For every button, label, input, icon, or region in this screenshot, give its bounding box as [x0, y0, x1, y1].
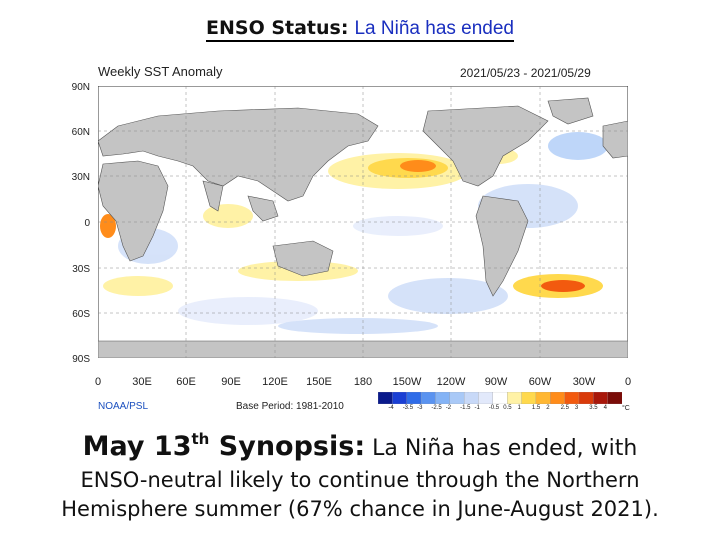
- sst-anomaly-figure: Weekly SST Anomaly 2021/05/23 - 2021/05/…: [42, 58, 654, 418]
- colorbar-swatch: [507, 392, 522, 404]
- lon-label: 30E: [132, 376, 152, 388]
- lon-label: 60W: [528, 376, 552, 388]
- grid-lines: [98, 86, 628, 358]
- colorbar-tick-label: 3.5: [589, 405, 598, 411]
- colorbar-tick-label: 4: [603, 405, 607, 411]
- lon-label: 150E: [306, 376, 332, 388]
- synopsis-label: Synopsis:: [209, 431, 366, 462]
- africa: [98, 160, 169, 262]
- colorbar-swatch: [420, 392, 436, 404]
- sst-map: [98, 86, 628, 358]
- lat-label: 30N: [71, 172, 90, 183]
- colorbar-unit: °C: [622, 405, 630, 412]
- colorbar-tick-label: -2: [445, 405, 452, 411]
- lat-label: 0: [84, 218, 90, 229]
- slide-title: ENSO Status: La Niña has ended: [0, 16, 720, 42]
- greenland: [547, 97, 594, 125]
- colorbar-swatch: [535, 392, 551, 404]
- synopsis-line-3: Hemisphere summer (67% chance in June-Au…: [61, 497, 659, 521]
- lon-label: 90W: [484, 376, 508, 388]
- map-date-range: 2021/05/23 - 2021/05/29: [460, 66, 591, 80]
- lat-label: 60N: [71, 127, 90, 138]
- synopsis: May 13th Synopsis: La Niña has ended, wi…: [0, 422, 720, 524]
- se-asia: [247, 195, 279, 222]
- synopsis-text-1: La Niña has ended, with: [365, 436, 638, 461]
- map-title: Weekly SST Anomaly: [98, 64, 223, 79]
- data-credit: NOAA/PSL: [98, 401, 149, 412]
- colorbar-tick-label: -0.5: [488, 405, 500, 411]
- colorbar-swatch: [564, 392, 580, 404]
- colorbar: [378, 392, 622, 404]
- synopsis-line-2: ENSO-neutral likely to continue through …: [80, 468, 640, 492]
- lon-label: 60E: [176, 376, 196, 388]
- colorbar-tick-label: -3: [417, 405, 423, 411]
- colorbar-tick-label: 2.5: [560, 405, 569, 411]
- lat-label: 30S: [72, 264, 90, 275]
- synopsis-date: May 13: [82, 431, 192, 462]
- australia: [272, 240, 334, 277]
- colorbar-tick-label: 1: [517, 405, 521, 411]
- colorbar-swatch: [449, 392, 465, 404]
- colorbar-swatch: [593, 392, 609, 404]
- colorbar-swatch: [392, 392, 408, 404]
- colorbar-swatch: [435, 392, 451, 404]
- base-period: Base Period: 1981-2010: [236, 401, 344, 412]
- north-america: [422, 105, 549, 187]
- colorbar-swatch: [478, 392, 494, 404]
- colorbar-swatch: [578, 392, 594, 404]
- colorbar-tick-label: -3.5: [402, 405, 414, 411]
- colorbar-swatch: [521, 392, 537, 404]
- colorbar-swatch: [492, 392, 508, 404]
- colorbar-tick-label: -1: [474, 405, 480, 411]
- synopsis-line-1: May 13th Synopsis: La Niña has ended, wi…: [0, 422, 720, 466]
- lon-label: 0: [624, 376, 632, 388]
- colorbar-swatch: [378, 392, 393, 404]
- lon-label: 120W: [436, 376, 466, 388]
- lon-label: 0: [94, 376, 102, 388]
- colorbar-tick-label: 0.5: [503, 405, 512, 411]
- lat-label: 90N: [71, 82, 90, 93]
- lon-label: 120E: [262, 376, 288, 388]
- synopsis-date-suffix: th: [191, 430, 210, 448]
- lat-label: 90S: [72, 354, 90, 365]
- colorbar-tick-label: 1.5: [531, 405, 541, 411]
- lon-label: 90E: [221, 376, 241, 388]
- lon-label: 180: [353, 376, 373, 388]
- lon-label: 30W: [572, 376, 596, 388]
- colorbar-swatch: [406, 392, 422, 404]
- title-status: La Niña has ended: [354, 18, 514, 39]
- colorbar-tick-label: 2: [546, 405, 550, 411]
- title-underline-wrap: ENSO Status: La Niña has ended: [206, 17, 514, 42]
- colorbar-tick-label: -2.5: [431, 405, 442, 411]
- colorbar-swatch: [607, 392, 622, 404]
- uk-europe-edge: [602, 120, 628, 159]
- south-america: [475, 195, 529, 297]
- antarctica: [98, 340, 628, 358]
- lon-label: 150W: [392, 376, 422, 388]
- colorbar-tick-label: 3: [574, 405, 579, 411]
- colorbar-swatch: [463, 392, 479, 404]
- title-bold: ENSO Status:: [206, 17, 349, 39]
- lat-label: 60S: [72, 309, 90, 320]
- india: [202, 180, 224, 212]
- colorbar-tick-label: -4: [388, 405, 394, 411]
- colorbar-tick-label: -1.5: [460, 405, 471, 411]
- colorbar-swatch: [550, 392, 566, 404]
- colorbar-labels: -4 -3.5 -3 -2.5 -2 -1.5 -1 -0.5 0.5 1 1.5 2 2.5 3 3.5 4: [376, 405, 638, 415]
